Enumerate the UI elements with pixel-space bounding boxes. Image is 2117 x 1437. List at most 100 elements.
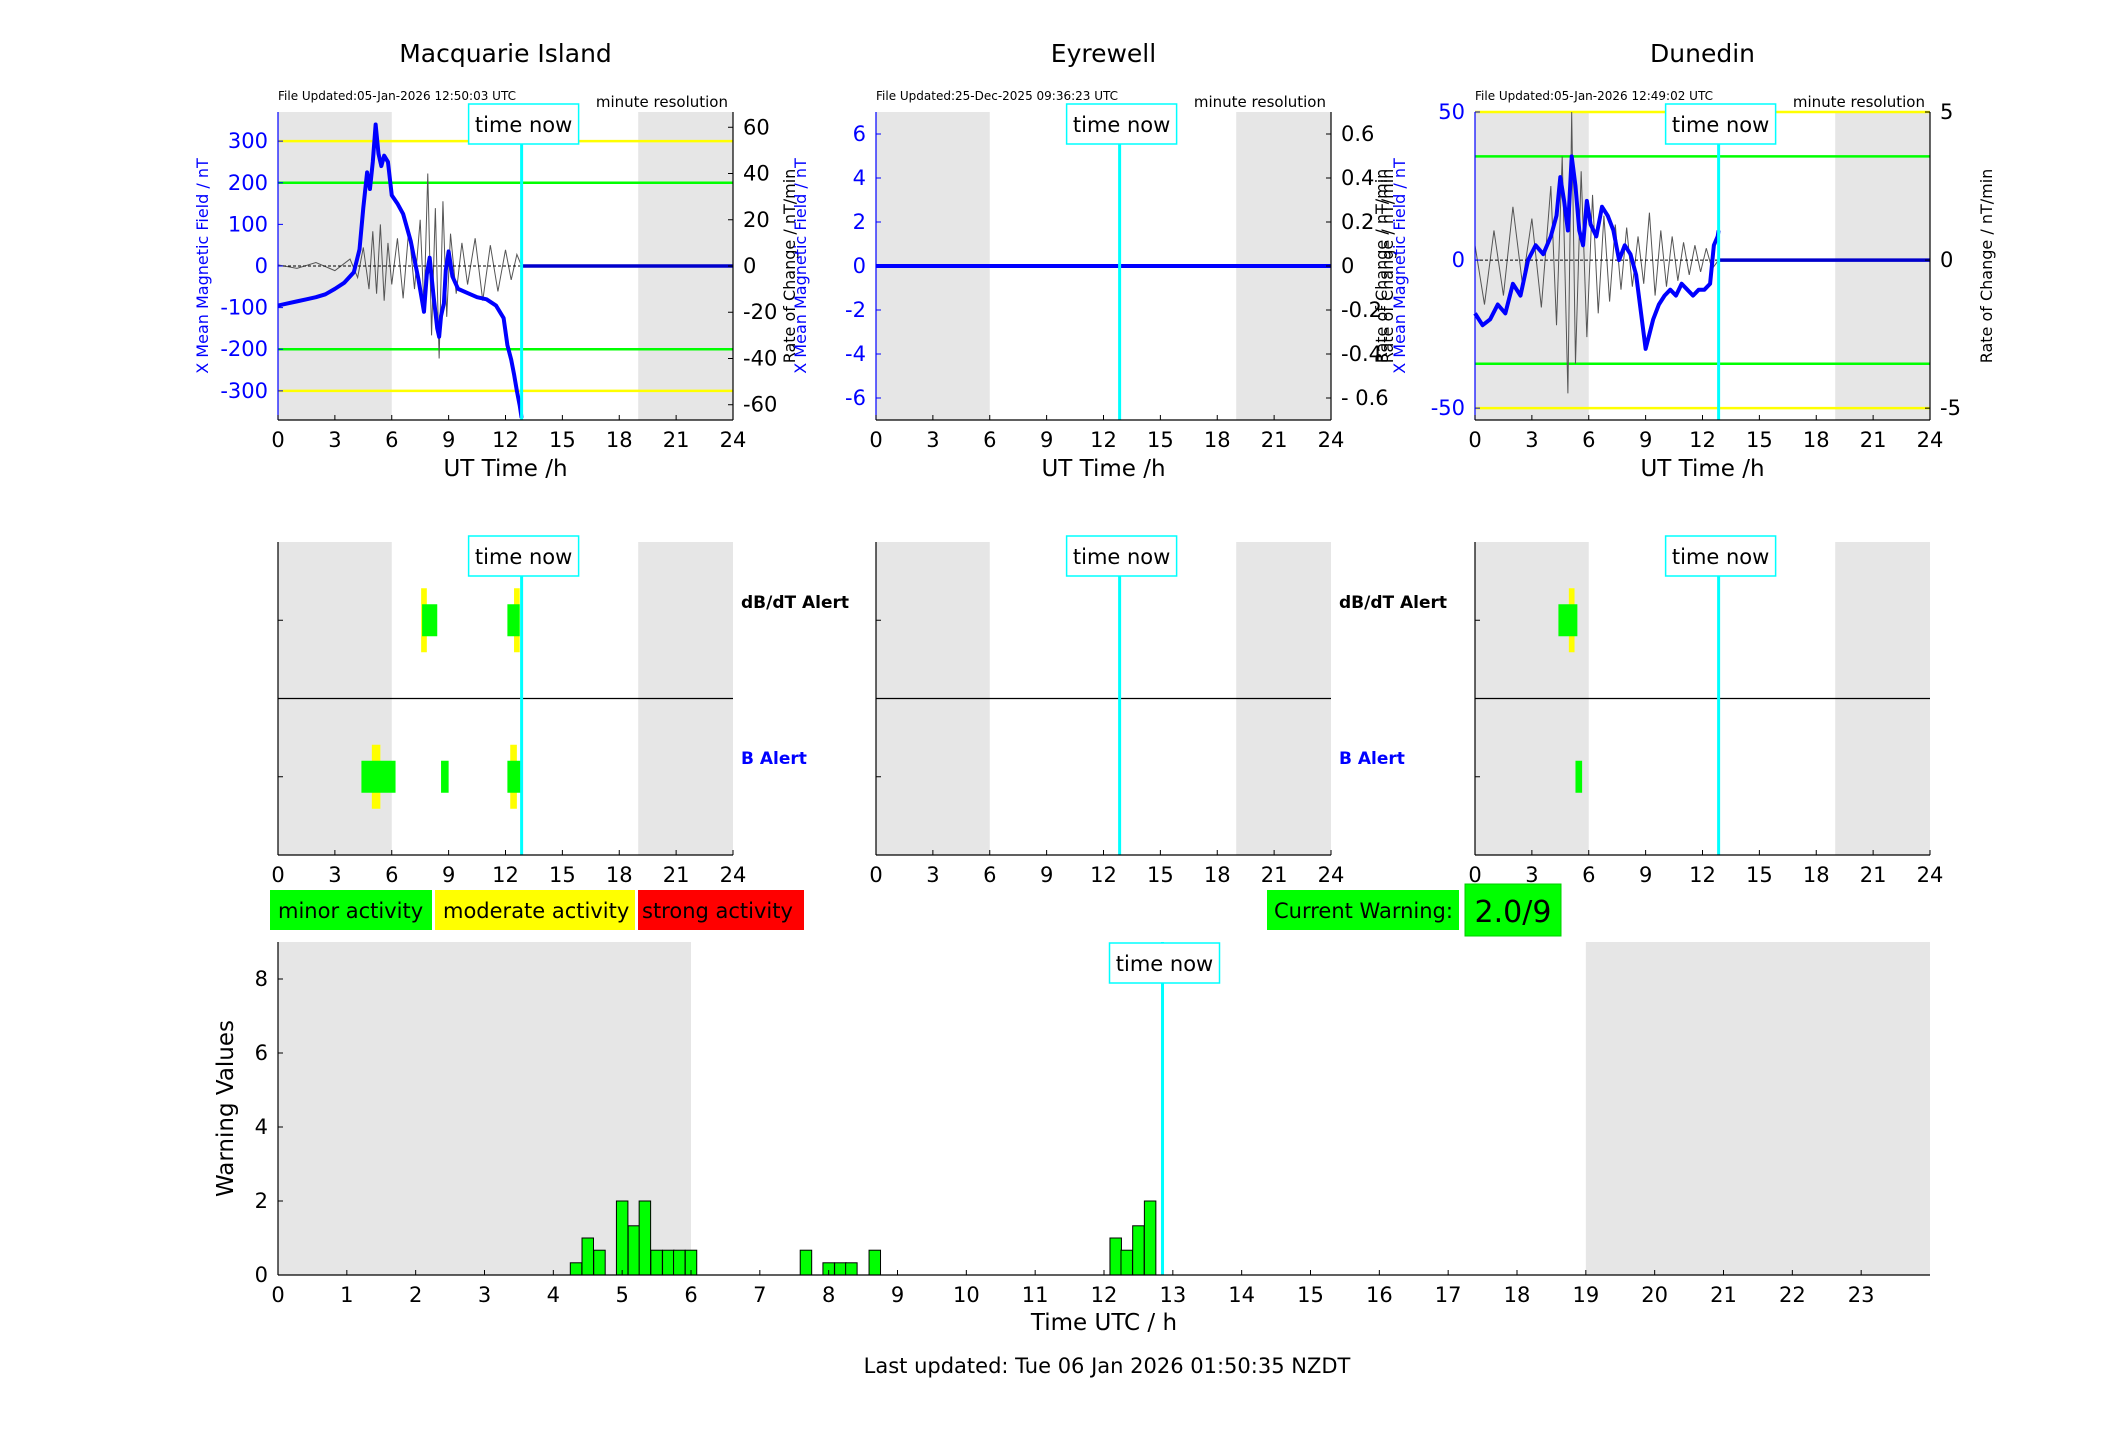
- warning-bar: [638, 1200, 652, 1276]
- x-tick-label: 22: [1779, 1283, 1806, 1307]
- x-axis-label: Time UTC / h: [1030, 1310, 1177, 1336]
- warning-bar: [1132, 1225, 1145, 1276]
- warning-bar: [581, 1237, 594, 1276]
- dbdt-alert-block-minor: [1558, 604, 1578, 637]
- b-alert-block-minor: [507, 760, 522, 793]
- x-tick-label: 21: [1261, 428, 1288, 452]
- x-tick-label: 9: [442, 863, 455, 887]
- x-tick-label: 18: [606, 428, 633, 452]
- x-tick-label: 10: [953, 1283, 980, 1307]
- y-right-tick-label: -0.2: [1341, 298, 1382, 322]
- dbdt-alert-block-minor: [422, 604, 438, 637]
- y-left-tick-label: -4: [845, 342, 866, 366]
- y-right-tick-label: 40: [743, 162, 770, 186]
- x-tick-label: 21: [1261, 863, 1288, 887]
- chart-macquarie-island: Macquarie Island File Updated:05-Jan-2026…: [193, 39, 799, 482]
- x-tick-label: 6: [684, 1283, 697, 1307]
- b-alert-block-minor: [361, 760, 396, 793]
- b-alert-block-minor: [1575, 760, 1583, 793]
- time-now-label: time now: [1116, 952, 1213, 976]
- y-tick-label: 4: [255, 1115, 268, 1139]
- dbdt-alert-label: dB/dT Alert: [1339, 593, 1447, 613]
- y-tick-label: 8: [255, 967, 268, 991]
- current-warning-value-box: [1464, 883, 1562, 937]
- y-left-tick-label: 6: [853, 122, 866, 146]
- warning-bar: [1120, 1249, 1133, 1276]
- x-tick-label: 12: [492, 428, 519, 452]
- legend-moderate-label: moderate activity: [443, 899, 629, 923]
- y-right-tick-label: -60: [743, 393, 777, 417]
- x-tick-label: 6: [1582, 428, 1595, 452]
- warning-bar: [593, 1249, 606, 1276]
- y-tick-label: 6: [255, 1041, 268, 1065]
- station-title: Eyrewell: [1051, 39, 1156, 68]
- y-left-tick-label: -50: [1431, 396, 1465, 420]
- y-right-tick-label: -5: [1940, 396, 1961, 420]
- warning-bar: [1143, 1200, 1157, 1276]
- x-tick-label: 3: [1525, 863, 1538, 887]
- x-tick-label: 0: [1468, 428, 1481, 452]
- time-now-label: time now: [475, 545, 572, 569]
- warning-bar: [845, 1262, 858, 1276]
- x-axis-label: UT Time /h: [1041, 456, 1165, 482]
- x-tick-label: 18: [1803, 863, 1830, 887]
- x-tick-label: 20: [1641, 1283, 1668, 1307]
- x-tick-label: 15: [1746, 863, 1773, 887]
- chart-dunedin: Dunedin File Updated:05-Jan-2026 12:49:02…: [1372, 39, 1996, 482]
- x-tick-label: 12: [1689, 863, 1716, 887]
- file-updated: File Updated:05-Jan-2026 12:50:03 UTC: [278, 89, 516, 103]
- x-tick-label: 24: [1917, 863, 1944, 887]
- x-tick-label: 3: [328, 428, 341, 452]
- x-tick-label: 21: [1860, 428, 1887, 452]
- resolution-label: minute resolution: [1194, 93, 1326, 111]
- magnetic-field-series: [1473, 154, 1721, 351]
- x-tick-label: 3: [328, 863, 341, 887]
- x-tick-label: 1: [340, 1283, 353, 1307]
- y-left-tick-label: 50: [1438, 100, 1465, 124]
- warning-bar: [673, 1249, 686, 1276]
- magnetic-field-series: [277, 122, 524, 419]
- x-tick-label: 6: [1582, 863, 1595, 887]
- x-tick-label: 6: [983, 428, 996, 452]
- y-axis-left-label: X Mean Magnetic Field / nT: [1390, 158, 1409, 374]
- current-warning-label-box: [1267, 890, 1459, 930]
- station-title: Macquarie Island: [399, 39, 612, 68]
- footer-last-updated: Last updated: Tue 06 Jan 2026 01:50:35 N…: [864, 1354, 1351, 1378]
- b-alert-label: B Alert: [741, 749, 807, 769]
- time-now-label: time now: [1672, 545, 1769, 569]
- time-now-label: time now: [1073, 545, 1170, 569]
- x-tick-label: 3: [926, 863, 939, 887]
- x-tick-label: 24: [1917, 428, 1944, 452]
- b-alert-block-minor: [441, 760, 449, 793]
- x-tick-label: 12: [1090, 428, 1117, 452]
- x-tick-label: 12: [1091, 1283, 1118, 1307]
- x-tick-label: 0: [271, 1283, 284, 1307]
- y-axis-left-label: X Mean Magnetic Field / nT: [193, 158, 212, 374]
- x-tick-label: 7: [753, 1283, 766, 1307]
- x-tick-label: 18: [1504, 1283, 1531, 1307]
- y-left-tick-label: -300: [220, 379, 268, 403]
- x-tick-label: 9: [1040, 863, 1053, 887]
- x-tick-label: 18: [1204, 428, 1231, 452]
- legend-moderate-swatch: [435, 890, 635, 930]
- y-left-tick-label: 300: [228, 129, 268, 153]
- time-now-box: [1664, 103, 1777, 145]
- y-tick-label: 0: [255, 1263, 268, 1287]
- y-right-tick-label: 0.4: [1341, 166, 1374, 190]
- warning-bar: [569, 1262, 583, 1276]
- current-warning: Current Warning: 2.0/9: [1267, 883, 1562, 937]
- x-tick-label: 24: [720, 428, 747, 452]
- legend-minor-label: minor activity: [278, 899, 423, 923]
- x-tick-label: 8: [822, 1283, 835, 1307]
- y-right-tick-label: -20: [743, 300, 777, 324]
- x-tick-label: 9: [1639, 428, 1652, 452]
- warning-bar: [662, 1249, 675, 1276]
- y-left-tick-label: 2: [853, 210, 866, 234]
- warning-bar: [1109, 1237, 1122, 1276]
- x-tick-label: 9: [1639, 863, 1652, 887]
- time-now-label: time now: [1073, 113, 1170, 137]
- time-now-label: time now: [1672, 113, 1769, 137]
- y-left-tick-label: 100: [228, 212, 268, 236]
